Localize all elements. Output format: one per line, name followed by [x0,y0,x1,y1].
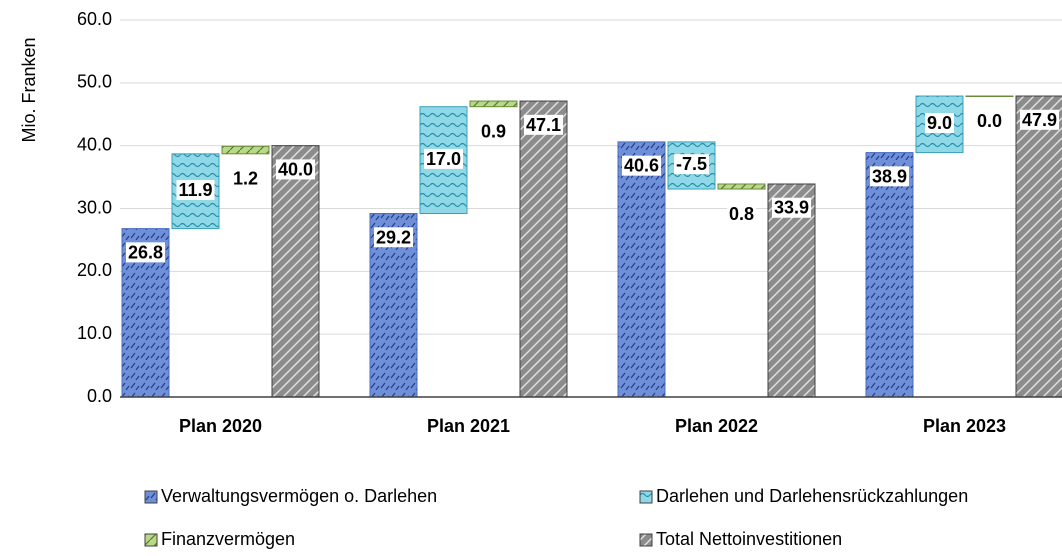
bar [519,100,568,398]
label-bg [924,113,955,134]
legend-label: Darlehen und Darlehensrückzahlungen [656,486,968,506]
y-tick-label: 20.0 [77,260,112,280]
label-bg [523,114,564,135]
data-label: 11.9 [178,180,212,200]
data-label: 0.9 [481,121,506,141]
bar [767,183,816,398]
data-label: 40.0 [278,159,313,179]
label-bg [726,203,757,224]
legend-swatch [144,533,158,547]
data-label: 47.1 [526,115,561,135]
bar [221,145,270,155]
y-tick-label: 0.0 [87,386,112,406]
y-tick-label: 30.0 [77,197,112,217]
y-tick-label: 40.0 [77,134,112,154]
data-label: 1.2 [233,169,258,189]
label-bg [373,227,414,248]
legend-label: Total Nettoinvestitionen [656,529,842,549]
legend-swatch [639,490,653,504]
bar [1015,95,1062,398]
data-label: 38.9 [872,166,907,186]
data-label: -7.5 [676,154,707,174]
legend-label: Finanzvermögen [161,529,295,549]
label-bg [1019,109,1060,130]
x-tick-label: Plan 2021 [427,416,510,436]
label-bg [275,159,316,180]
bar [865,152,914,398]
data-label: 9.0 [927,113,952,133]
x-tick-label: Plan 2022 [675,416,758,436]
label-bg [974,110,1005,131]
bar [965,95,1014,98]
y-axis-label: Mio. Franken [19,37,39,142]
label-bg [869,166,910,187]
label-bg [478,121,509,142]
data-label: 33.9 [774,198,809,218]
label-bg [230,168,261,189]
y-tick-label: 10.0 [77,323,112,343]
label-bg [125,242,166,263]
legend-swatch [639,533,653,547]
data-label: 17.0 [426,149,461,169]
y-tick-label: 60.0 [77,9,112,29]
legend-label: Verwaltungsvermögen o. Darlehen [161,486,437,506]
bar [717,183,766,190]
data-label: 40.6 [624,156,659,176]
bar [271,145,320,398]
data-label: 0.0 [977,111,1002,131]
data-label: 29.2 [376,227,411,247]
data-label: 26.8 [128,242,163,262]
legend-swatch [144,490,158,504]
label-bg [621,155,662,176]
data-label: 0.8 [729,204,754,224]
label-bg [771,197,812,218]
label-bg [176,179,215,200]
label-bg [673,154,710,175]
x-tick-label: Plan 2023 [923,416,1006,436]
bar [617,141,666,398]
label-bg [423,148,464,169]
x-tick-label: Plan 2020 [179,416,262,436]
y-tick-label: 50.0 [77,72,112,92]
bar [469,100,518,108]
data-label: 47.9 [1022,110,1057,130]
